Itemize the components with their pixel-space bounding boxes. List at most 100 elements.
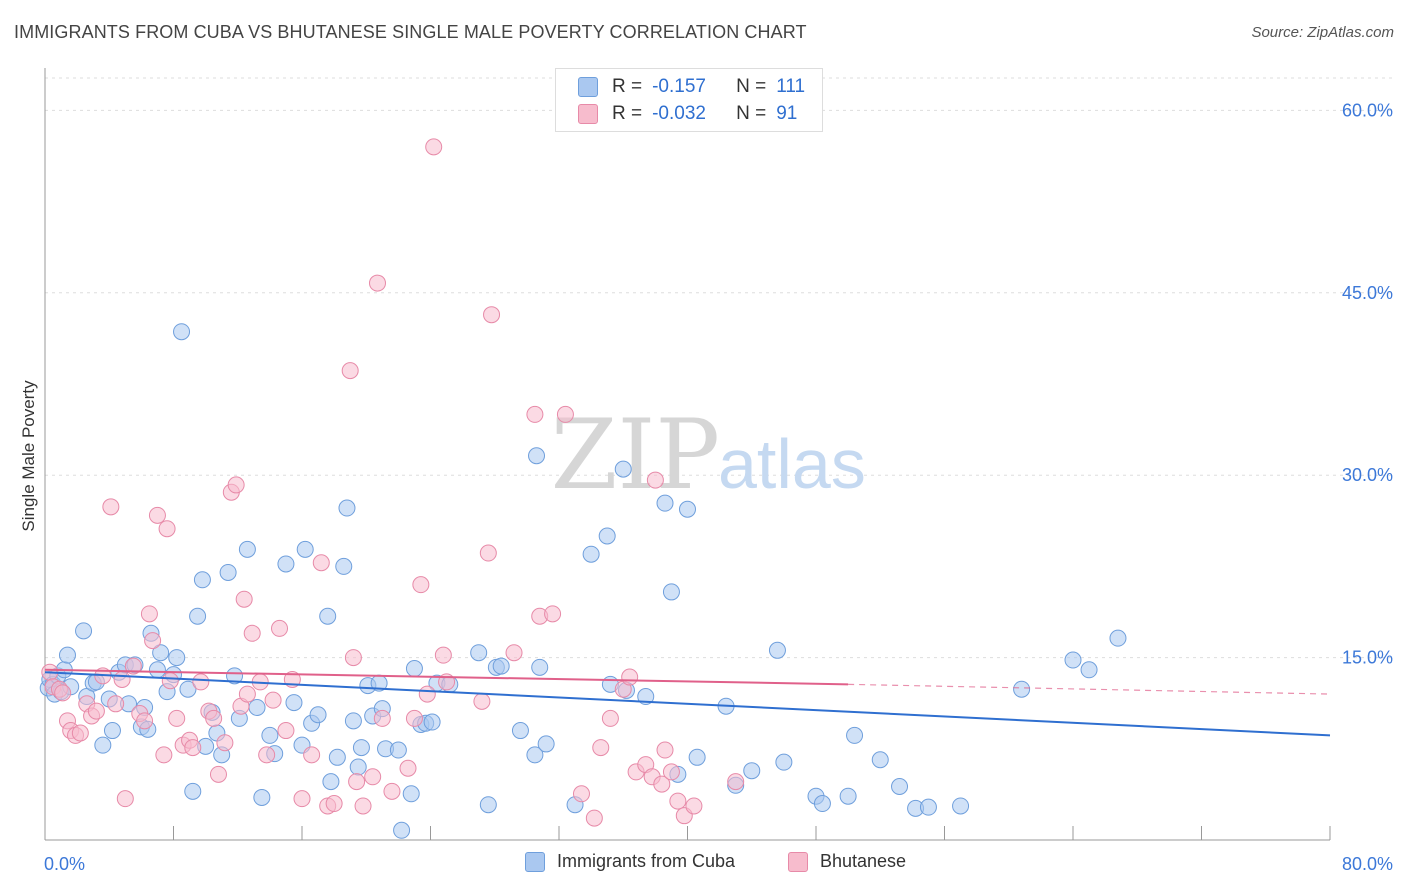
bhutanese-point [54, 684, 72, 702]
bhutanese-point [277, 722, 295, 740]
cuba-trend-line [44, 671, 1331, 737]
cuba-point [839, 787, 857, 805]
y-tick-label: 60.0% [1342, 100, 1393, 120]
cuba-point [277, 555, 295, 573]
cuba-point [637, 688, 655, 706]
bhutanese-point [601, 709, 619, 727]
bhutanese-point [669, 792, 687, 810]
cuba-point [1080, 661, 1098, 679]
bhutanese-point [348, 773, 366, 791]
cuba-point [389, 741, 407, 759]
bhutanese-point [243, 624, 261, 642]
cuba-point [148, 661, 166, 679]
y-tick-label: 30.0% [1342, 465, 1393, 485]
legend-n-value: 111 [776, 76, 806, 97]
bhutanese-point [653, 775, 671, 793]
cuba-point [193, 571, 211, 589]
cuba-point [492, 657, 510, 675]
cuba-point [261, 726, 279, 744]
cuba-point [405, 660, 423, 678]
bhutanese-point [685, 797, 703, 815]
legend-item-cuba: Immigrants from Cuba [525, 851, 735, 872]
bhutanese-point [271, 619, 289, 637]
bhutanese-point [399, 759, 417, 777]
source-label: Source: ZipAtlas.com [1251, 24, 1394, 41]
bhutanese-point [405, 709, 423, 727]
cuba-point [768, 641, 786, 659]
bhutanese-point [585, 809, 603, 827]
bhutanese-point [354, 797, 372, 815]
bhutanese-point [161, 672, 179, 690]
trend-lines [44, 668, 1331, 737]
legend-swatch-bhutanese [578, 104, 598, 124]
legend-r-label: R = [612, 76, 643, 97]
bhutanese-point [325, 795, 343, 813]
cuba-point [352, 739, 370, 757]
cuba-point [891, 777, 909, 795]
x-tick-label: 80.0% [1342, 854, 1393, 874]
cuba-point [238, 540, 256, 558]
cuba-point [919, 798, 937, 816]
legend-n-label: N = [736, 103, 767, 124]
legend-swatch-cuba [578, 77, 598, 97]
cuba-point [528, 447, 546, 465]
cuba-point [846, 726, 864, 744]
cuba-point [1064, 651, 1082, 669]
cuba-point [1013, 680, 1031, 698]
bhutanese-point [483, 306, 501, 324]
cuba-point [152, 644, 170, 662]
cuba-point [253, 788, 271, 806]
cuba-point [103, 722, 121, 740]
bhutanese-point [592, 739, 610, 757]
cuba-point [582, 545, 600, 563]
bhutanese-point [727, 773, 745, 791]
legend-item-bhutanese: Bhutanese [788, 851, 906, 872]
cuba-point [871, 751, 889, 769]
bhutanese-point [209, 765, 227, 783]
bhutanese-point [434, 646, 452, 664]
bhutanese-point [205, 709, 223, 727]
bhutanese-point [140, 605, 158, 623]
bhutanese-point [341, 362, 359, 380]
cuba-point [775, 753, 793, 771]
bhutanese-point [168, 709, 186, 727]
legend-label-cuba: Immigrants from Cuba [557, 851, 736, 871]
bhutanese-trend-line [44, 668, 849, 686]
bhutanese-point [383, 782, 401, 800]
bhutanese-point [258, 746, 276, 764]
cuba-point [168, 649, 186, 667]
bhutanese-point [116, 790, 134, 808]
bhutanese-point [526, 405, 544, 423]
bhutanese-point [293, 790, 311, 808]
cuba-point [423, 713, 441, 731]
cuba-point [344, 712, 362, 730]
cuba-point [1109, 629, 1127, 647]
cuba-point [614, 460, 632, 478]
cuba-point [179, 680, 197, 698]
cuba-point [393, 821, 411, 839]
legend-row-bhutanese: R = -0.032 N = 91 [578, 101, 797, 127]
axes [44, 68, 1331, 841]
bhutanese-point [158, 520, 176, 538]
bhutanese-point [364, 768, 382, 786]
cuba-point [296, 540, 314, 558]
legend-r-value: -0.157 [652, 76, 706, 97]
bhutanese-point [479, 544, 497, 562]
cuba-point [173, 323, 191, 341]
bhutanese-point [136, 712, 154, 730]
bhutanese-point [102, 498, 120, 516]
cuba-point [94, 736, 112, 754]
cuba-point [526, 746, 544, 764]
bhutanese-point [344, 649, 362, 667]
legend-swatch-cuba [525, 851, 545, 872]
bhutanese-trend-extension [848, 683, 1331, 695]
cuba-point [662, 583, 680, 601]
cuba-point [189, 607, 207, 625]
legend-r-value: -0.032 [652, 103, 706, 124]
bhutanese-point [412, 576, 430, 594]
watermark-atlas: atlas [718, 425, 866, 503]
cuba-point [479, 796, 497, 814]
cuba-point [338, 499, 356, 517]
bhutanese-point [425, 138, 443, 156]
